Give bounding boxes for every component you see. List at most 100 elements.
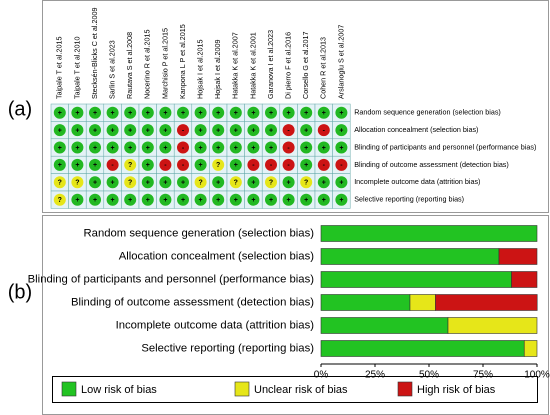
judgment-symbol: + bbox=[251, 197, 255, 204]
judgment-symbol: ? bbox=[216, 162, 220, 169]
judgment-dot bbox=[124, 158, 137, 171]
category-label: Selective reporting (reporting bias) bbox=[141, 342, 314, 354]
study-label: Arslanoglu S et al.2007 bbox=[336, 25, 345, 99]
judgment-symbol: + bbox=[75, 197, 79, 204]
judgment-symbol: + bbox=[146, 197, 150, 204]
judgment-symbol: + bbox=[181, 110, 185, 117]
judgment-symbol: + bbox=[287, 110, 291, 117]
study-label: Cohen R et al.2013 bbox=[319, 37, 328, 99]
judgment-dot bbox=[300, 124, 313, 137]
judgment-dot bbox=[229, 141, 242, 154]
judgment-symbol: + bbox=[322, 180, 326, 187]
judgment-dot bbox=[335, 158, 348, 171]
judgment-dot bbox=[229, 106, 242, 119]
study-label: Marchisio P et al.2015 bbox=[160, 28, 169, 99]
judgment-dot bbox=[53, 124, 66, 137]
judgment-symbol: + bbox=[93, 180, 97, 187]
judgment-dot bbox=[106, 176, 119, 189]
judgment-dot bbox=[124, 176, 137, 189]
judgment-dot bbox=[89, 141, 101, 154]
judgment-symbol: - bbox=[182, 127, 185, 134]
judgment-dot bbox=[229, 193, 242, 206]
judgment-dot bbox=[317, 193, 330, 206]
judgment-symbol: + bbox=[111, 197, 115, 204]
judgment-symbol: + bbox=[269, 110, 273, 117]
judgment-symbol: + bbox=[163, 110, 167, 117]
study-label: Hatakka K et al.2001 bbox=[248, 32, 257, 99]
judgment-symbol: + bbox=[304, 162, 308, 169]
study-label: Kanpona L P et al.2015 bbox=[178, 24, 187, 99]
judgment-dot bbox=[141, 106, 154, 119]
judgment-dot bbox=[71, 106, 84, 119]
judgment-dot bbox=[265, 124, 277, 137]
judgment-symbol: ? bbox=[269, 180, 273, 187]
bar-segment bbox=[320, 271, 512, 288]
judgment-symbol: + bbox=[146, 162, 150, 169]
judgment-symbol: + bbox=[304, 197, 308, 204]
study-label: Taipale T et al.2010 bbox=[72, 37, 81, 99]
judgment-dot bbox=[300, 106, 313, 119]
judgment-symbol: + bbox=[58, 162, 62, 169]
judgment-symbol: + bbox=[93, 145, 97, 152]
bar-segment bbox=[409, 294, 436, 311]
judgment-dot bbox=[317, 158, 330, 171]
judgment-dot bbox=[124, 124, 137, 137]
judgment-symbol: + bbox=[304, 145, 308, 152]
judgment-symbol: + bbox=[322, 197, 326, 204]
x-tick-label: 0% bbox=[314, 370, 329, 381]
judgment-dot bbox=[177, 106, 189, 119]
judgment-dot bbox=[247, 193, 260, 206]
judgment-dot bbox=[106, 106, 119, 119]
judgment-dot bbox=[89, 158, 101, 171]
x-tick-label: 25% bbox=[365, 370, 385, 381]
judgment-dot bbox=[106, 193, 119, 206]
judgment-dot bbox=[89, 176, 101, 189]
judgment-dot bbox=[300, 158, 313, 171]
judgment-symbol: + bbox=[234, 127, 238, 134]
bar-segment bbox=[320, 294, 411, 311]
judgment-symbol: + bbox=[128, 127, 132, 134]
judgment-dot bbox=[177, 124, 189, 137]
judgment-symbol: + bbox=[269, 197, 273, 204]
judgment-dot bbox=[124, 141, 137, 154]
judgment-symbol: - bbox=[111, 162, 114, 169]
judgment-dot bbox=[53, 141, 66, 154]
judgment-dot bbox=[265, 176, 277, 189]
judgment-dot bbox=[335, 176, 348, 189]
domain-label: Blinding of outcome assessment (detectio… bbox=[354, 160, 509, 169]
judgment-dot bbox=[71, 124, 84, 137]
judgment-dot bbox=[71, 193, 84, 206]
bar-segment bbox=[498, 248, 538, 265]
judgment-symbol: + bbox=[146, 145, 150, 152]
judgment-dot bbox=[335, 193, 348, 206]
bar-segment bbox=[320, 225, 538, 242]
judgment-dot bbox=[212, 106, 225, 119]
judgment-symbol: + bbox=[128, 145, 132, 152]
category-label: Blinding of outcome assessment (detectio… bbox=[71, 296, 314, 308]
judgment-dot bbox=[247, 176, 260, 189]
judgment-symbol: + bbox=[287, 180, 291, 187]
judgment-symbol: + bbox=[339, 197, 343, 204]
judgment-dot bbox=[89, 106, 101, 119]
judgment-dot bbox=[317, 124, 330, 137]
judgment-symbol: + bbox=[199, 110, 203, 117]
judgment-symbol: + bbox=[93, 197, 97, 204]
judgment-symbol: + bbox=[128, 197, 132, 204]
judgment-dot bbox=[71, 158, 84, 171]
judgment-symbol: + bbox=[234, 197, 238, 204]
judgment-dot bbox=[194, 124, 207, 137]
study-label: Di pierro F et al.2016 bbox=[284, 32, 293, 99]
judgment-symbol: + bbox=[181, 197, 185, 204]
judgment-dot bbox=[53, 176, 66, 189]
judgment-dot bbox=[300, 141, 313, 154]
judgment-dot bbox=[106, 141, 119, 154]
judgment-dot bbox=[159, 158, 172, 171]
judgment-symbol: - bbox=[340, 162, 343, 169]
judgment-symbol: + bbox=[216, 110, 220, 117]
x-tick-label: 75% bbox=[473, 370, 493, 381]
judgment-dot bbox=[282, 158, 295, 171]
judgment-dot bbox=[159, 106, 172, 119]
judgment-dot bbox=[106, 158, 119, 171]
legend-box bbox=[52, 376, 538, 403]
judgment-symbol: + bbox=[199, 162, 203, 169]
